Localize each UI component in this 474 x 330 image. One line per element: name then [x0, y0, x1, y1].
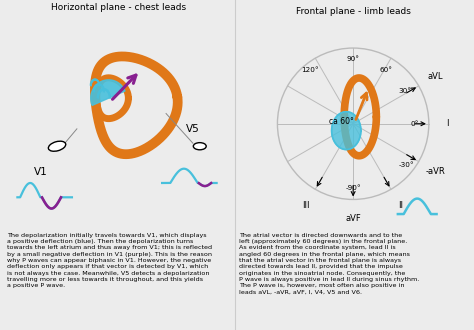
- Text: 90°: 90°: [346, 56, 360, 62]
- Text: II: II: [398, 201, 403, 210]
- Text: III: III: [302, 201, 310, 210]
- Text: The atrial vector is directed downwards and to the
left (approximately 60 degree: The atrial vector is directed downwards …: [239, 233, 419, 294]
- Text: -30°: -30°: [399, 162, 414, 168]
- Text: 30°: 30°: [398, 88, 411, 94]
- Polygon shape: [91, 80, 125, 105]
- Text: I: I: [447, 119, 449, 128]
- Polygon shape: [332, 112, 361, 149]
- Text: V5: V5: [186, 124, 200, 134]
- Ellipse shape: [48, 141, 66, 151]
- Text: -90°: -90°: [346, 185, 361, 191]
- Text: -aVR: -aVR: [425, 167, 445, 176]
- Text: V1: V1: [34, 167, 48, 177]
- Text: 120°: 120°: [301, 67, 319, 73]
- Ellipse shape: [193, 143, 206, 150]
- Text: Horizontal plane - chest leads: Horizontal plane - chest leads: [51, 3, 186, 12]
- Text: aVF: aVF: [345, 214, 361, 223]
- Text: Frontal plane - limb leads: Frontal plane - limb leads: [296, 7, 410, 16]
- Text: aVL: aVL: [428, 72, 443, 81]
- Text: ca 60°: ca 60°: [329, 117, 354, 126]
- Text: 60°: 60°: [379, 67, 392, 73]
- Text: The depolarization initially travels towards V1, which displays
a positive defle: The depolarization initially travels tow…: [7, 233, 212, 288]
- Text: 0°: 0°: [411, 121, 419, 127]
